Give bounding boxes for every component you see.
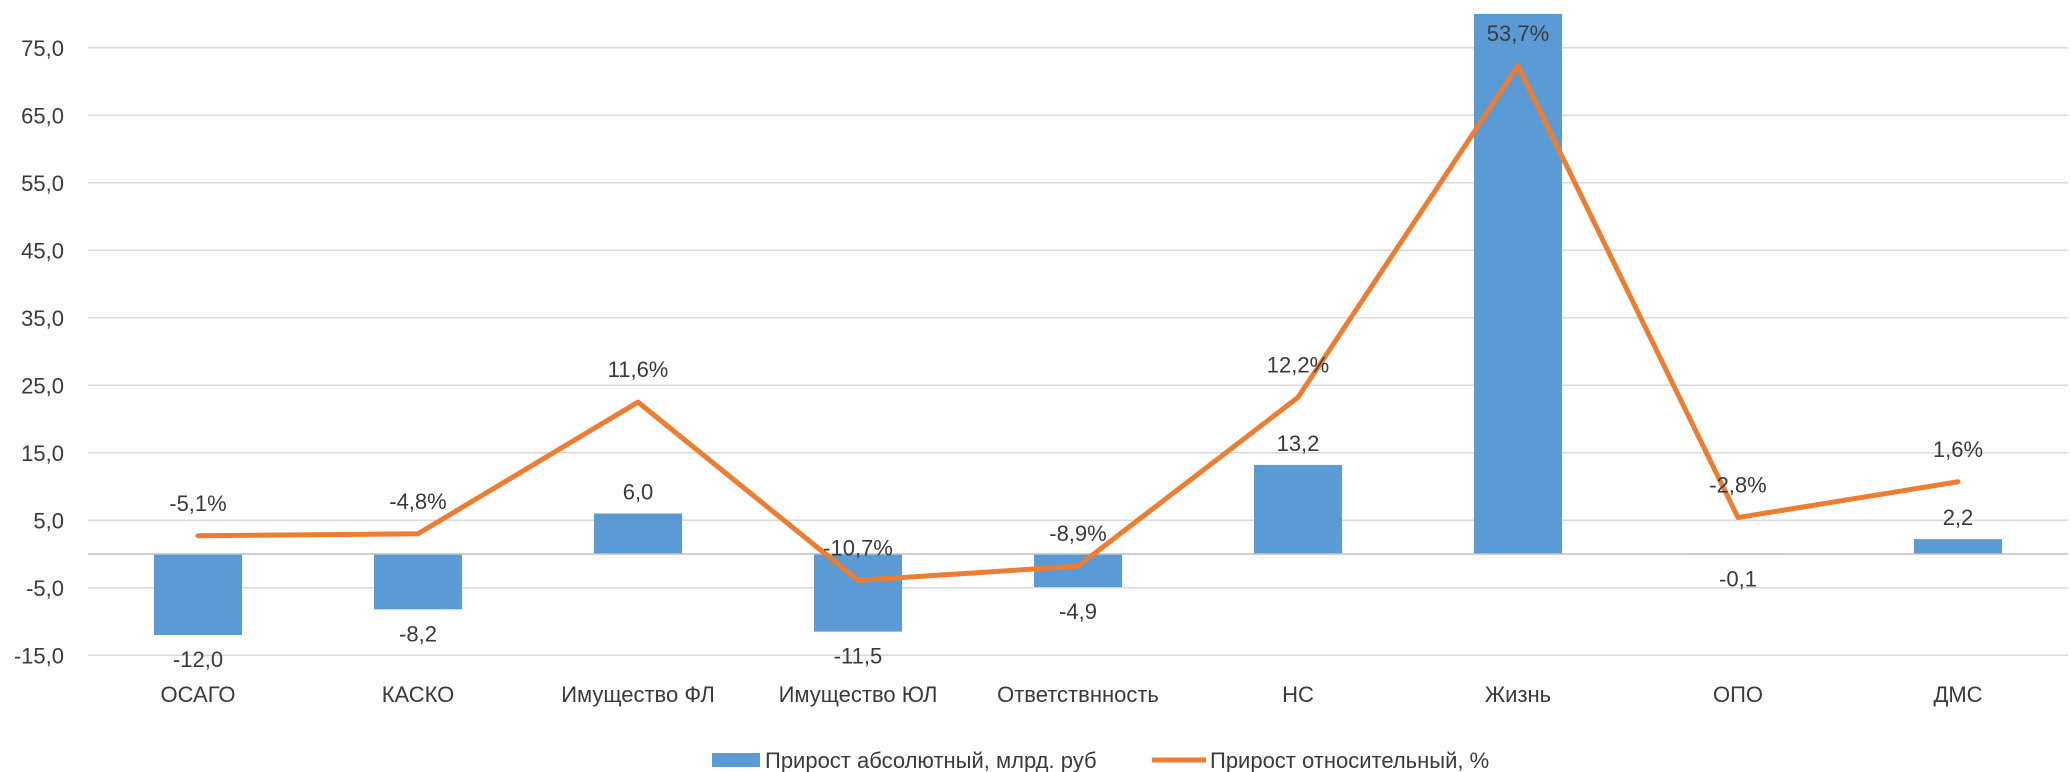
bar-data-labels: -12,0 -8,2 6,0 -11,5 -4,9 13,2 -0,1 2,2 xyxy=(173,431,1973,672)
y-tick-label: 55,0 xyxy=(21,171,64,196)
x-category-label: Имущество ФЛ xyxy=(561,682,715,707)
bar-data-label: -8,2 xyxy=(399,621,437,646)
y-tick-label: 25,0 xyxy=(21,373,64,398)
y-tick-label: 75,0 xyxy=(21,36,64,61)
x-category-label: ОПО xyxy=(1713,682,1763,707)
y-tick-label: -5,0 xyxy=(26,576,64,601)
bar xyxy=(1254,464,1342,554)
x-category-label: Ответствнность xyxy=(997,682,1159,707)
bar xyxy=(154,554,242,635)
y-tick-label: 15,0 xyxy=(21,441,64,466)
line-data-label: 1,6% xyxy=(1933,437,1983,462)
x-category-label: КАСКО xyxy=(382,682,455,707)
x-axis-category-labels: ОСАГО КАСКО Имущество ФЛ Имущество ЮЛ Ответс… xyxy=(161,682,1983,707)
y-tick-label: 35,0 xyxy=(21,306,64,331)
bar-data-label: 6,0 xyxy=(623,480,654,505)
x-category-label: Жизнь xyxy=(1485,682,1551,707)
line-data-labels: -5,1% -4,8% 11,6% -10,7% -8,9% 12,2% 53,7% -2,8… xyxy=(169,21,1983,560)
legend-line-label: Прирост относительный, % xyxy=(1210,748,1489,772)
line-data-label: -8,9% xyxy=(1049,521,1106,546)
x-category-label: ДМС xyxy=(1933,682,1982,707)
bar-data-label: 2,2 xyxy=(1943,505,1974,530)
line-data-label: -10,7% xyxy=(823,535,893,560)
line-data-label: -5,1% xyxy=(169,491,226,516)
legend-bar-label: Прирост абсолютный, млрд. руб xyxy=(765,748,1097,772)
y-axis-tick-labels: 75,0 65,0 55,0 45,0 35,0 25,0 15,0 5,0 -5,0 -15,0 xyxy=(14,36,64,669)
line-data-label: -2,8% xyxy=(1709,473,1766,498)
y-tick-label: -15,0 xyxy=(14,643,64,668)
line-series xyxy=(195,63,1961,583)
gridlines xyxy=(88,47,2068,656)
y-tick-label: 65,0 xyxy=(21,103,64,128)
line-data-label: 11,6% xyxy=(608,357,669,382)
bar-data-label: 13,2 xyxy=(1277,431,1320,456)
bar-series xyxy=(154,14,2002,635)
bar xyxy=(374,554,462,610)
bar xyxy=(814,554,902,632)
line-data-label: 12,2% xyxy=(1267,352,1329,377)
line-path xyxy=(195,63,1961,583)
legend-bar-swatch xyxy=(712,753,760,767)
bar-data-label: -0,1 xyxy=(1719,567,1757,592)
bar-data-label: -11,5 xyxy=(834,644,883,669)
x-category-label: ОСАГО xyxy=(161,682,236,707)
legend: Прирост абсолютный, млрд. руб Прирост от… xyxy=(712,748,1489,772)
x-category-label: НС xyxy=(1282,682,1314,707)
line-data-label: 53,7% xyxy=(1487,21,1549,46)
line-data-label: -4,8% xyxy=(389,489,446,514)
bar-data-label: -12,0 xyxy=(173,647,223,672)
y-tick-label: 45,0 xyxy=(21,238,64,263)
bar xyxy=(1474,14,1562,554)
bar xyxy=(1914,539,2002,554)
x-category-label: Имущество ЮЛ xyxy=(779,682,938,707)
bar-data-label: -4,9 xyxy=(1059,599,1097,624)
y-tick-label: 5,0 xyxy=(33,508,64,533)
bar xyxy=(594,513,682,554)
